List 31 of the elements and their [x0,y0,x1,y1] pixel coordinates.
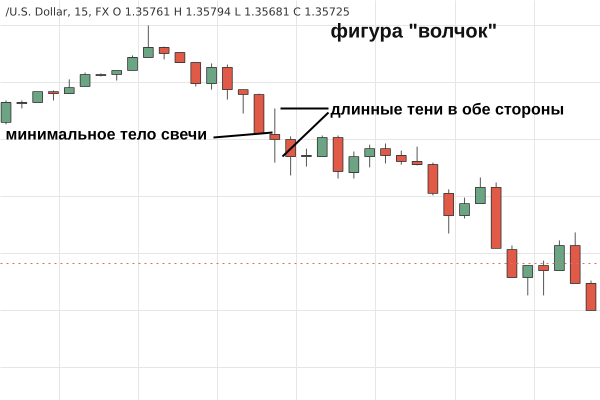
candlestick [222,64,233,100]
candlestick [380,142,391,164]
chart-title: фигура "волчок" [330,20,498,42]
candlestick [538,260,549,296]
candlestick [238,89,248,114]
candlestick [396,150,407,166]
candlestick [48,90,59,101]
candlestick [364,144,375,168]
candlestick [316,135,328,158]
candlestick [206,62,217,90]
candlestick [412,146,422,166]
candlestick [348,150,360,180]
annotation: минимальное тело свечи [6,126,208,144]
candlestick [0,100,12,125]
candlestick [64,78,75,94]
candlestick [270,108,280,164]
chart-subtitle: /U.S. Dollar, 15, FX O 1.35761 H 1.35794 L 1.35681 C 1.35725 [6,6,350,18]
candlestick [32,91,43,103]
candlestick [143,25,154,58]
candlestick [127,54,138,72]
candlestick [158,46,170,60]
candlestick [174,52,186,63]
candlestick [80,72,90,87]
candlestick [190,62,202,87]
candlestick [475,176,486,204]
annotation: длинные тени в обе стороны [330,102,564,118]
candlestick [111,70,122,82]
candlestick [301,148,312,168]
candlestick [522,264,534,296]
candlestick [443,188,454,234]
candlestick [459,197,470,219]
